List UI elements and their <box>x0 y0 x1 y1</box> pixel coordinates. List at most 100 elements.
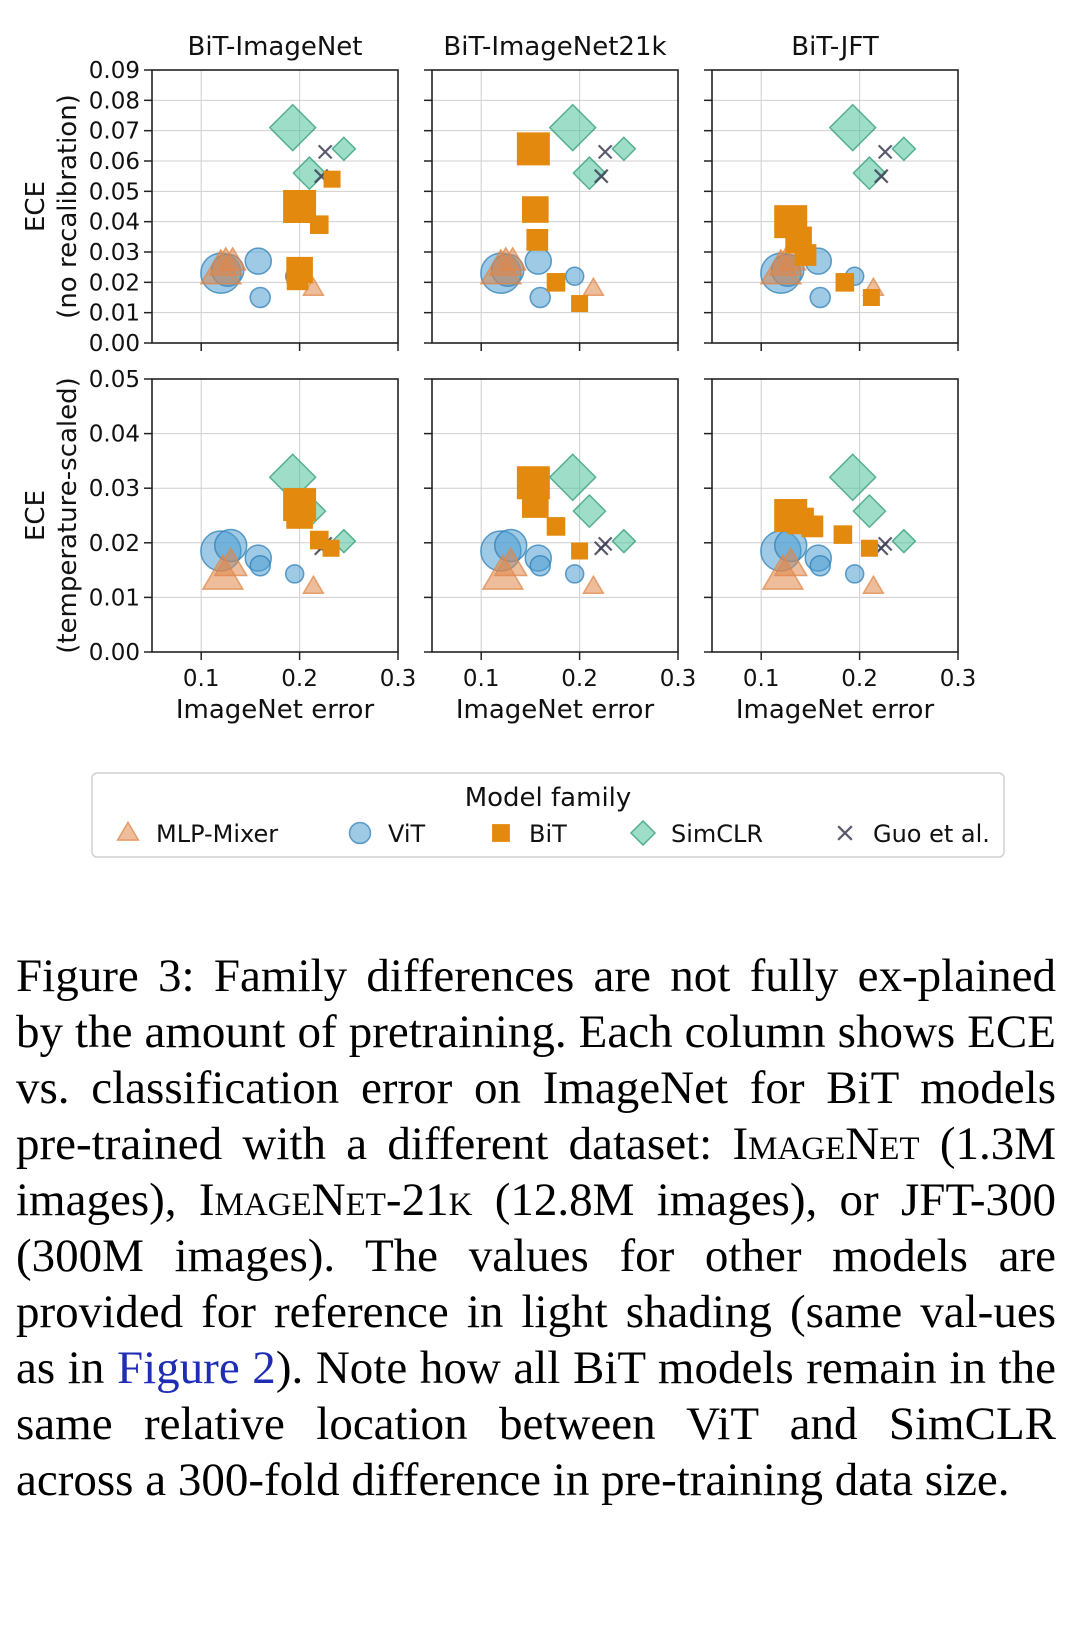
reference-point-mlp-mixer <box>218 246 247 271</box>
reference-point-simclr <box>331 136 357 162</box>
subplot-panel: 0.00 0.01 0.02 0.03 0.04 0.05 0.1 0.2 0.3ImageNe… <box>21 367 416 725</box>
caption-dataset-imagenet21k-detail: (12.8M images), or JFT-300 (300M images)… <box>16 1174 1056 1394</box>
y-axis-sublabel: (temperature-scaled) <box>53 377 83 654</box>
axes-frame <box>431 69 679 344</box>
reference-point-vit <box>564 564 585 584</box>
reference-point-simclr <box>548 103 597 152</box>
bit-point <box>546 517 566 536</box>
bit-point <box>833 525 853 544</box>
legend-label: MLP-Mixer <box>156 820 278 848</box>
column-title: BiT-JFT <box>791 32 879 62</box>
bit-point <box>522 491 549 518</box>
y-tick-label: 0.02 <box>89 270 140 296</box>
x-tick-label: 0.3 <box>660 666 697 692</box>
reference-point-simclr <box>268 103 317 152</box>
reference-point-vit <box>529 554 551 577</box>
y-tick-label: 0.07 <box>89 119 140 145</box>
x-tick-label: 0.1 <box>743 666 780 692</box>
axes-frame <box>151 69 399 344</box>
bit-point <box>801 515 824 538</box>
x-axis-label: ImageNet error <box>176 695 375 725</box>
bit-point <box>571 295 589 313</box>
reference-point-mlp-mixer <box>213 546 249 577</box>
axes-frame <box>711 378 959 653</box>
y-tick-label: 0.09 <box>89 58 140 84</box>
caption-dataset-imagenet21k: ImageNet-21k <box>198 1174 473 1226</box>
bit-point <box>860 539 878 557</box>
legend-label: Guo et al. <box>873 820 990 848</box>
y-tick-label: 0.05 <box>89 367 140 393</box>
x-tick-label: 0.1 <box>463 666 500 692</box>
y-tick-label: 0.04 <box>89 210 140 236</box>
legend-marker-simclr <box>629 819 657 847</box>
caption-text-2: ). Note how all BiT models remain in the… <box>16 1342 1056 1506</box>
caption-figure-link[interactable]: Figure 2 <box>116 1342 276 1394</box>
y-tick-label: 0.02 <box>89 531 140 557</box>
reference-point-vit <box>809 286 831 309</box>
legend-label: ViT <box>388 820 426 848</box>
reference-point-simclr <box>891 528 917 554</box>
bit-point <box>323 170 341 188</box>
reference-point-vit <box>524 247 553 275</box>
bit-point <box>794 244 817 266</box>
reference-point-mlp-mixer <box>773 546 809 577</box>
reference-point-mlp-mixer <box>862 574 885 595</box>
reference-point-simclr <box>572 493 607 529</box>
reference-point-vit <box>564 266 585 287</box>
reference-point-simclr <box>611 136 637 162</box>
caption-dataset-imagenet: ImageNet <box>732 1118 920 1170</box>
legend-label: BiT <box>529 820 567 848</box>
bit-point <box>286 268 309 291</box>
x-tick-label: 0.3 <box>940 666 977 692</box>
legend: Model family MLP-Mixer ViT BiT SimCLR Guo et … <box>91 772 1005 858</box>
subplot-panel: 0.00 0.01 0.02 0.03 0.04 0.05 0.06 0.07 0.08 0.09… <box>21 58 399 357</box>
reference-point-simclr <box>852 155 887 191</box>
axes-frame <box>431 378 679 653</box>
figure: BiT-ImageNet 0.00 0.01 0.02 0.03 0.04 0.05 0.06… <box>21 32 1005 858</box>
reference-point-mlp-mixer <box>493 546 529 577</box>
reference-point-simclr <box>828 103 877 152</box>
axes-frame <box>711 69 959 344</box>
reference-point-vit <box>284 564 305 584</box>
bit-point <box>309 215 329 234</box>
y-tick-label: 0.01 <box>89 585 140 611</box>
subplot-panel <box>424 69 679 351</box>
caption-label: Figure 3: <box>16 950 195 1002</box>
reference-point-guo-et-al- <box>877 144 893 160</box>
reference-point-simclr <box>611 528 637 554</box>
y-tick-label: 0.00 <box>89 331 140 357</box>
reference-point-mlp-mixer <box>582 574 605 595</box>
reference-point-mlp-mixer <box>582 276 605 296</box>
y-axis-sublabel: (no recalibration) <box>53 94 83 319</box>
y-tick-label: 0.06 <box>89 149 140 175</box>
reference-point-mlp-mixer <box>498 246 527 271</box>
column-title: BiT-ImageNet <box>187 32 362 62</box>
bit-point <box>862 289 880 306</box>
reference-point-simclr <box>548 453 597 502</box>
reference-point-guo-et-al- <box>593 168 609 184</box>
bit-point <box>526 228 549 251</box>
reference-point-vit <box>529 286 551 309</box>
reference-point-simclr <box>292 155 327 191</box>
reference-point-vit <box>244 247 273 275</box>
legend-title: Model family <box>465 783 632 813</box>
caption-dataset-imagenet-detail: (1.3M images), <box>16 1118 1057 1226</box>
reference-point-simclr <box>891 136 917 162</box>
bit-point <box>516 132 550 166</box>
bit-point <box>546 273 566 292</box>
legend-marker-guo-et-al- <box>837 825 853 841</box>
y-tick-label: 0.01 <box>89 301 140 327</box>
y-tick-label: 0.08 <box>89 88 140 114</box>
figure-caption: Figure 3: Family differences are not ful… <box>16 948 1056 1508</box>
legend-box <box>91 772 1005 858</box>
reference-point-guo-et-al- <box>873 168 889 184</box>
reference-point-simclr <box>572 155 607 191</box>
caption-text-1: Family differences are not fully ex-plai… <box>16 950 1057 1170</box>
subplot-panel <box>704 69 959 351</box>
reference-point-vit <box>249 286 271 309</box>
reference-point-vit <box>844 564 865 584</box>
legend-marker-bit <box>492 824 510 842</box>
y-tick-label: 0.05 <box>89 179 140 205</box>
